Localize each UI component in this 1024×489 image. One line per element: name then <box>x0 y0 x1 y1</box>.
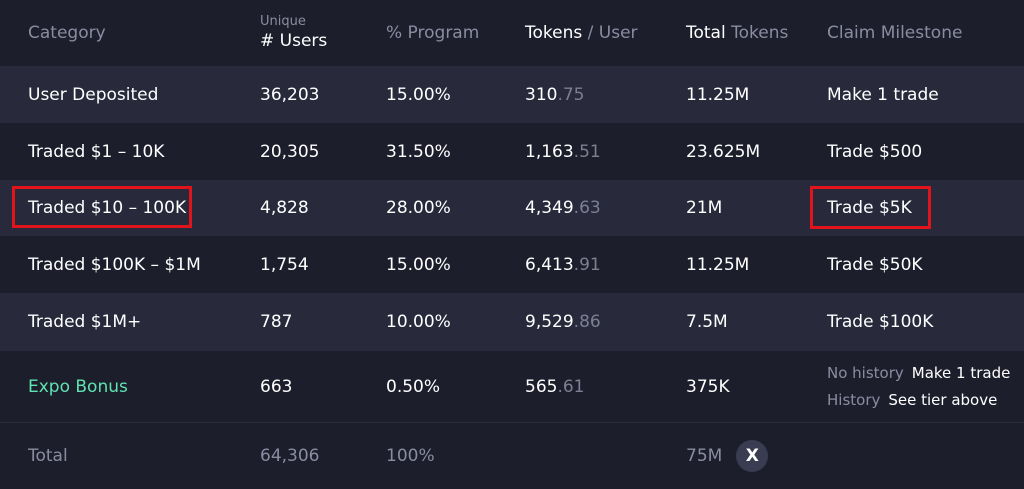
row-category: User Deposited <box>28 84 159 105</box>
row-category: Traded $100K – $1M <box>28 254 201 275</box>
highlight-milestone-box <box>810 186 931 229</box>
row-category: Traded $1M+ <box>28 312 142 332</box>
row-milestone: Trade $50K <box>827 254 923 275</box>
row-tokens-per-user: 565.61 <box>525 351 585 422</box>
header-claim-milestone: Claim Milestone <box>827 23 963 43</box>
row-program: 15.00% <box>386 84 451 105</box>
table-row: Traded $1M+ 787 10.00% 9,529.86 7.5M Tra… <box>0 293 1024 351</box>
row-tokens-per-user: 1,163.51 <box>525 123 601 180</box>
milestone-label: History <box>827 390 881 409</box>
highlight-category-box <box>12 186 192 228</box>
row-tokens-per-user: 4,349.63 <box>525 180 601 236</box>
row-total-tokens: 375K <box>686 376 730 397</box>
milestone-value: See tier above <box>888 390 998 409</box>
table-row: User Deposited 36,203 15.00% 310.75 11.2… <box>0 66 1024 123</box>
row-users: 663 <box>260 376 293 397</box>
row-program: 31.50% <box>386 141 451 162</box>
milestone-value: Make 1 trade <box>911 363 1011 382</box>
header-category: Category <box>28 23 106 43</box>
row-total-tokens: 11.25M <box>686 254 750 275</box>
row-program: 28.00% <box>386 198 451 218</box>
table-row: Traded $100K – $1M 1,754 15.00% 6,413.91… <box>0 236 1024 293</box>
header-users-small: Unique <box>260 14 306 29</box>
row-total-tokens: 7.5M <box>686 312 728 332</box>
header-per-user-label: / User <box>582 23 638 43</box>
row-program: 10.00% <box>386 312 451 332</box>
tpu-int: 9,529 <box>525 312 574 332</box>
tpu-int: 310 <box>525 84 558 105</box>
total-tokens-value: 75M <box>686 446 723 466</box>
row-milestone: Trade $500 <box>827 141 923 162</box>
row-category: Traded $1 – 10K <box>28 141 165 162</box>
tpu-int: 4,349 <box>525 198 574 218</box>
row-users: 787 <box>260 312 293 332</box>
tpu-dec: .91 <box>573 254 601 275</box>
tpu-int: 6,413 <box>525 254 574 275</box>
table-row: Expo Bonus 663 0.50% 565.61 375K No hist… <box>0 351 1024 422</box>
row-milestone: No history Make 1 trade History See tier… <box>827 351 1010 422</box>
row-users: 36,203 <box>260 84 320 105</box>
tpu-dec: .61 <box>557 376 585 397</box>
row-tokens-per-user: 6,413.91 <box>525 236 601 293</box>
table-header: Category Unique # Users % Program Tokens… <box>0 0 1024 66</box>
row-users: 1,754 <box>260 254 309 275</box>
tpu-dec: .75 <box>557 84 585 105</box>
milestone-line-no-history: No history Make 1 trade <box>827 360 1010 387</box>
header-tokens-label: Tokens <box>525 23 583 43</box>
row-total-tokens: 23.625M <box>686 141 761 162</box>
row-program: 15.00% <box>386 254 451 275</box>
tpu-int: 565 <box>525 376 558 397</box>
total-program: 100% <box>386 446 435 466</box>
row-category: Expo Bonus <box>28 376 128 397</box>
row-milestone: Trade $5K <box>827 198 912 218</box>
tpu-dec: .63 <box>573 198 601 218</box>
header-tokens-per-user: Tokens / User <box>525 0 638 66</box>
row-milestone: Trade $100K <box>827 312 934 332</box>
header-total-tokens: Total Tokens <box>686 0 788 66</box>
row-category: Traded $10 – 100K <box>28 198 187 218</box>
row-tokens-per-user: 310.75 <box>525 66 585 123</box>
row-users: 4,828 <box>260 198 309 218</box>
total-tokens: 75M X <box>686 423 769 489</box>
table-row: Traded $1 – 10K 20,305 31.50% 1,163.51 2… <box>0 123 1024 180</box>
header-tokens-suffix: Tokens <box>725 23 789 43</box>
milestone-line-history: History See tier above <box>827 387 997 414</box>
row-total-tokens: 11.25M <box>686 84 750 105</box>
tpu-dec: .86 <box>573 312 601 332</box>
tpu-dec: .51 <box>573 141 601 162</box>
total-label: Total <box>28 446 68 466</box>
row-total-tokens: 21M <box>686 198 723 218</box>
token-x-icon: X <box>736 440 769 472</box>
milestone-label: No history <box>827 363 904 382</box>
row-tokens-per-user: 9,529.86 <box>525 293 601 351</box>
header-unique-users: Unique # Users <box>260 0 327 66</box>
header-program: % Program <box>386 23 480 43</box>
row-milestone: Make 1 trade <box>827 84 939 105</box>
table-total-row: Total 64,306 100% 75M X <box>0 422 1024 489</box>
row-users: 20,305 <box>260 141 320 162</box>
row-program: 0.50% <box>386 376 441 397</box>
total-users: 64,306 <box>260 446 320 466</box>
tpu-int: 1,163 <box>525 141 574 162</box>
header-total-label: Total <box>686 23 726 43</box>
header-users-main: # Users <box>260 31 328 51</box>
